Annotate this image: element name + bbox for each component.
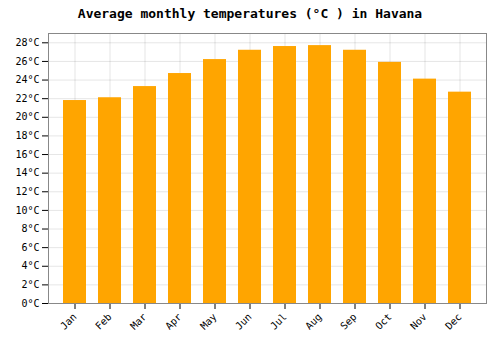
svg-text:Oct: Oct: [373, 311, 394, 332]
svg-text:8°C: 8°C: [21, 223, 39, 234]
svg-text:2°C: 2°C: [21, 279, 39, 290]
svg-text:Feb: Feb: [93, 311, 114, 332]
svg-text:Mar: Mar: [128, 311, 149, 332]
svg-text:24°C: 24°C: [15, 74, 39, 85]
svg-text:18°C: 18°C: [15, 130, 39, 141]
svg-text:22°C: 22°C: [15, 93, 39, 104]
svg-text:28°C: 28°C: [15, 37, 39, 48]
svg-text:May: May: [198, 311, 219, 332]
svg-text:14°C: 14°C: [15, 167, 39, 178]
svg-text:Jul: Jul: [268, 311, 289, 332]
svg-text:Jun: Jun: [233, 311, 254, 332]
svg-text:6°C: 6°C: [21, 242, 39, 253]
svg-text:Aug: Aug: [303, 311, 324, 332]
html-text:Average monthly temperatures (: Average monthly temperatures (°C ) in Ha…: [77, 6, 423, 21]
svg-text:10°C: 10°C: [15, 205, 39, 216]
svg-text:Nov: Nov: [408, 311, 429, 332]
svg-text:0°C: 0°C: [21, 298, 39, 309]
svg-text:12°C: 12°C: [15, 186, 39, 197]
svg-text:Jan: Jan: [58, 311, 79, 332]
svg-text:26°C: 26°C: [15, 56, 39, 67]
svg-text:20°C: 20°C: [15, 111, 39, 122]
svg-text:Dec: Dec: [443, 311, 464, 332]
svg-text:4°C: 4°C: [21, 260, 39, 271]
svg-text:Sep: Sep: [338, 311, 359, 332]
svg-text:16°C: 16°C: [15, 149, 39, 160]
svg-text:Apr: Apr: [163, 311, 184, 332]
